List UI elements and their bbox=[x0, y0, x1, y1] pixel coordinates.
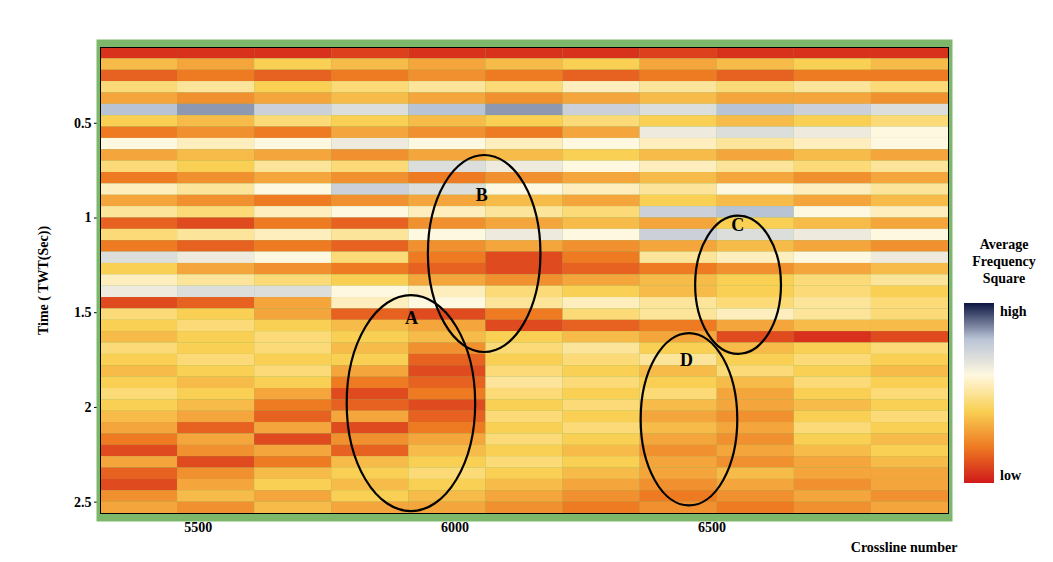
svg-text:A: A bbox=[405, 308, 418, 328]
svg-text:2: 2 bbox=[85, 400, 92, 415]
svg-text:high: high bbox=[1000, 304, 1027, 319]
svg-text:Crossline number: Crossline number bbox=[851, 540, 958, 555]
svg-text:2.5: 2.5 bbox=[74, 495, 92, 510]
svg-text:6000: 6000 bbox=[441, 520, 469, 535]
svg-text:1: 1 bbox=[85, 210, 92, 225]
svg-text:6500: 6500 bbox=[698, 520, 726, 535]
svg-text:0.5: 0.5 bbox=[74, 116, 92, 131]
svg-text:B: B bbox=[476, 185, 488, 205]
html-text:Average Frequency Square: Average Frequency Square bbox=[972, 237, 1036, 286]
svg-text:5500: 5500 bbox=[184, 520, 212, 535]
svg-text:1.5: 1.5 bbox=[74, 305, 92, 320]
svg-text:Time ( TWT(Sec)): Time ( TWT(Sec)) bbox=[36, 226, 52, 335]
svg-text:C: C bbox=[731, 215, 744, 235]
svg-text:D: D bbox=[680, 350, 693, 370]
svg-text:low: low bbox=[1000, 468, 1022, 483]
